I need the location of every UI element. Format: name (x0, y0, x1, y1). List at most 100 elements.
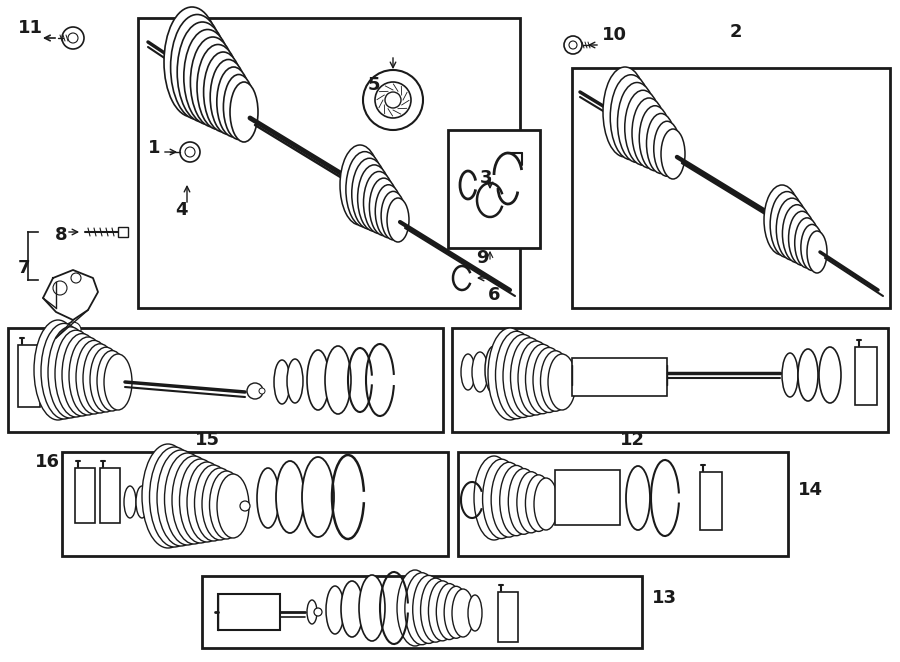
Text: 12: 12 (620, 431, 645, 449)
Ellipse shape (819, 347, 841, 403)
Ellipse shape (217, 474, 249, 538)
Bar (62, 452, 448, 556)
Ellipse shape (184, 30, 231, 124)
Ellipse shape (782, 353, 798, 397)
Ellipse shape (41, 324, 87, 419)
Ellipse shape (210, 471, 244, 539)
Ellipse shape (211, 60, 247, 134)
Bar (555, 470, 620, 525)
Ellipse shape (48, 327, 92, 418)
Ellipse shape (55, 330, 97, 417)
Ellipse shape (230, 82, 258, 142)
Ellipse shape (770, 191, 804, 258)
Bar (18, 345, 40, 407)
Ellipse shape (798, 349, 818, 401)
Ellipse shape (90, 347, 122, 412)
Ellipse shape (357, 165, 391, 232)
Bar (8, 328, 443, 432)
Ellipse shape (661, 129, 685, 179)
Bar (572, 68, 890, 308)
Ellipse shape (452, 589, 474, 637)
Ellipse shape (387, 198, 409, 242)
Circle shape (385, 92, 401, 108)
Ellipse shape (518, 341, 554, 415)
Ellipse shape (164, 7, 220, 117)
Circle shape (375, 82, 411, 118)
Text: 5: 5 (368, 76, 381, 94)
Ellipse shape (147, 482, 161, 518)
Ellipse shape (191, 37, 235, 127)
Ellipse shape (179, 459, 221, 543)
Circle shape (62, 27, 84, 49)
Ellipse shape (276, 461, 304, 533)
Text: 15: 15 (195, 431, 220, 449)
Ellipse shape (202, 468, 238, 540)
Ellipse shape (136, 486, 148, 518)
Ellipse shape (157, 450, 205, 546)
Ellipse shape (149, 447, 200, 547)
Text: 9: 9 (476, 249, 489, 267)
Ellipse shape (359, 575, 385, 641)
Ellipse shape (526, 475, 552, 532)
Ellipse shape (34, 320, 82, 420)
Circle shape (68, 33, 78, 43)
Bar (100, 468, 120, 523)
Circle shape (71, 273, 81, 283)
Ellipse shape (325, 346, 351, 414)
Ellipse shape (177, 22, 228, 122)
Ellipse shape (646, 113, 676, 173)
Text: 7: 7 (18, 259, 31, 277)
Bar (572, 358, 667, 396)
Ellipse shape (508, 469, 539, 534)
Ellipse shape (617, 83, 656, 162)
Ellipse shape (381, 191, 405, 240)
Ellipse shape (124, 486, 136, 518)
Circle shape (247, 383, 263, 399)
Circle shape (240, 501, 250, 511)
Text: 1: 1 (148, 139, 160, 157)
Ellipse shape (142, 444, 194, 548)
Ellipse shape (340, 145, 380, 225)
Ellipse shape (496, 331, 537, 419)
Ellipse shape (485, 346, 503, 394)
Ellipse shape (503, 334, 543, 418)
Text: 11: 11 (18, 19, 43, 37)
Ellipse shape (375, 185, 401, 238)
Ellipse shape (782, 205, 812, 263)
Ellipse shape (369, 178, 398, 236)
Ellipse shape (172, 456, 216, 544)
Circle shape (53, 281, 67, 295)
Ellipse shape (364, 171, 394, 234)
Ellipse shape (603, 67, 647, 157)
Ellipse shape (274, 360, 290, 404)
Bar (458, 452, 788, 556)
Ellipse shape (488, 328, 532, 420)
Bar (452, 328, 888, 432)
Ellipse shape (165, 453, 211, 545)
Circle shape (314, 608, 322, 616)
Ellipse shape (548, 354, 576, 410)
Ellipse shape (625, 90, 662, 166)
Text: 16: 16 (35, 453, 60, 471)
Ellipse shape (326, 586, 344, 634)
Ellipse shape (541, 351, 571, 411)
Text: 6: 6 (488, 286, 500, 304)
Ellipse shape (420, 578, 451, 642)
Ellipse shape (346, 152, 383, 227)
Ellipse shape (653, 121, 680, 176)
Ellipse shape (788, 211, 815, 265)
Ellipse shape (69, 337, 107, 415)
Circle shape (363, 70, 423, 130)
Ellipse shape (472, 352, 488, 392)
Ellipse shape (626, 466, 650, 530)
Ellipse shape (632, 98, 666, 168)
Text: 2: 2 (730, 23, 742, 41)
Bar (138, 18, 520, 308)
Ellipse shape (482, 459, 520, 539)
Circle shape (180, 142, 200, 162)
Bar (855, 347, 877, 405)
Ellipse shape (97, 351, 127, 411)
Ellipse shape (194, 465, 232, 541)
Ellipse shape (444, 587, 468, 638)
Bar (202, 576, 642, 648)
